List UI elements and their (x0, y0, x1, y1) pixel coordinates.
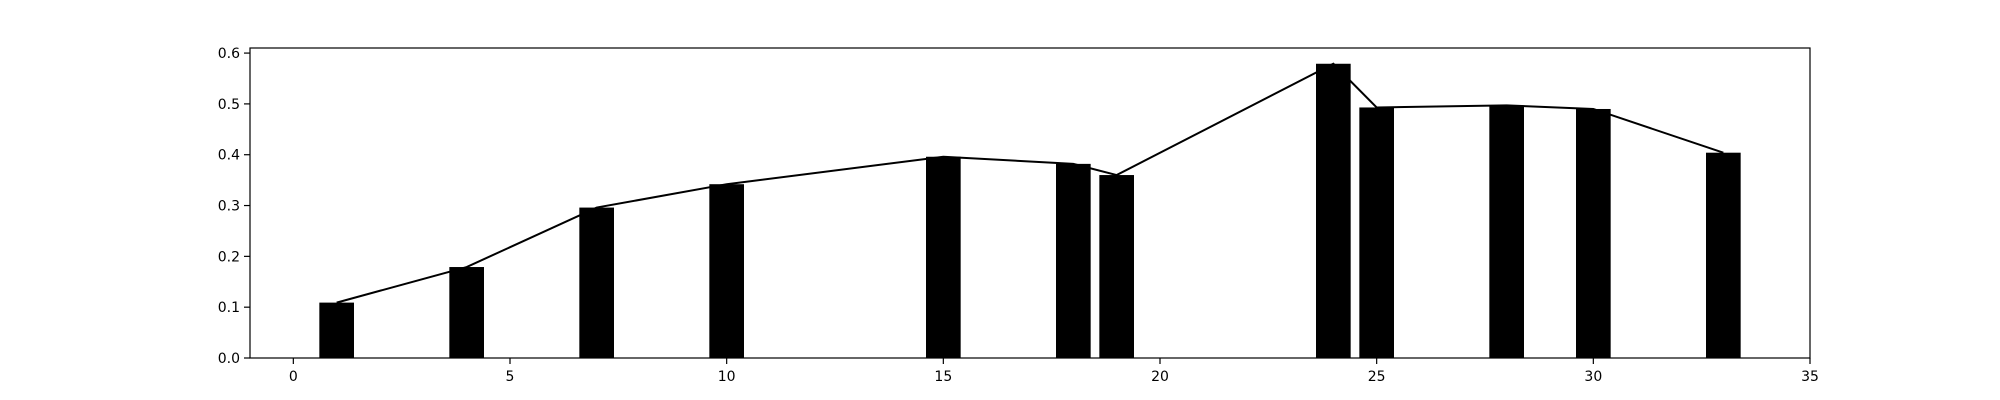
bar (1489, 105, 1524, 358)
x-tick-label: 20 (1151, 369, 1169, 385)
bar (1706, 152, 1741, 358)
y-tick-label: 0.5 (218, 97, 240, 113)
x-tick-label: 0 (289, 369, 298, 385)
x-tick-label: 35 (1801, 369, 1819, 385)
y-axis: 0.0 0.1 0.2 0.3 0.4 0.5 0.6 (218, 46, 250, 367)
bar (1099, 175, 1134, 358)
x-tick-label: 5 (506, 369, 515, 385)
bar (709, 184, 744, 358)
bar (1056, 163, 1091, 358)
bar (1316, 63, 1351, 359)
bar (449, 267, 484, 358)
x-tick-label: 25 (1368, 369, 1386, 385)
x-tick-label: 30 (1584, 369, 1602, 385)
y-tick-label: 0.2 (218, 249, 240, 265)
bar (579, 207, 614, 358)
y-tick-label: 0.4 (218, 148, 240, 164)
bar (926, 156, 961, 358)
bar (1576, 108, 1611, 358)
y-tick-label: 0.3 (218, 199, 240, 215)
y-tick-label: 0.1 (218, 300, 240, 316)
y-tick-label: 0.6 (218, 46, 240, 62)
x-axis: 0 5 10 15 20 25 30 35 (289, 358, 1819, 385)
bar (319, 302, 354, 358)
plot-frame (249, 47, 1811, 359)
series-line (336, 62, 1724, 304)
x-tick-label: 10 (718, 369, 736, 385)
y-tick-label: 0.0 (218, 351, 240, 367)
x-tick-label: 15 (934, 369, 952, 385)
plot-marks (319, 62, 1741, 359)
bar (1359, 107, 1394, 358)
